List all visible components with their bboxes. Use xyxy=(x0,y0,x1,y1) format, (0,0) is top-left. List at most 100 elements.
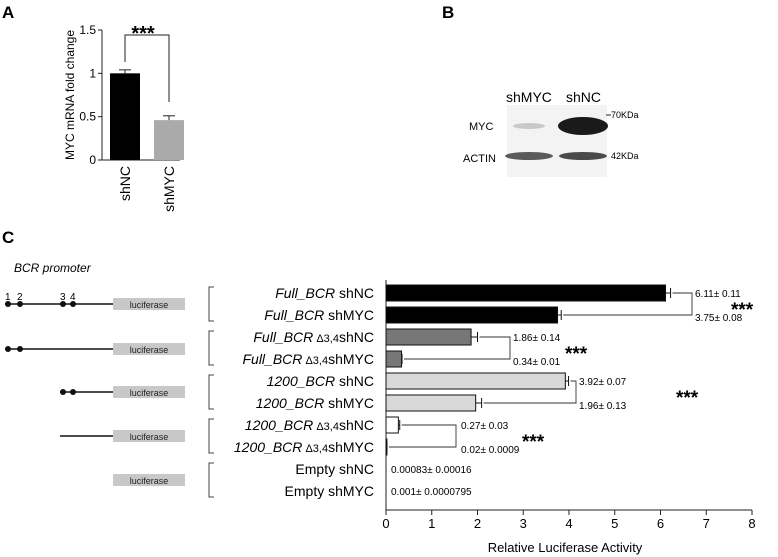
panel-c-bar xyxy=(385,306,559,324)
luciferase-box-label: luciferase xyxy=(130,345,169,355)
promoter-site-label: 3 xyxy=(60,292,66,303)
panel-a-y-tick-label: 0.5 xyxy=(79,110,96,124)
binding-site-dot xyxy=(17,301,23,307)
panel-letter-a: A xyxy=(2,3,14,22)
panel-a-y-tick-label: 1 xyxy=(89,66,96,80)
binding-site-dot xyxy=(70,301,76,307)
promoter-constructs: 1 2 3 4 luciferase luciferase luciferase lucife… xyxy=(5,292,185,486)
panel-c-x-tick-label: 1 xyxy=(428,516,435,531)
binding-site-dot xyxy=(60,301,66,307)
panel-a-y-tick-label: 1.5 xyxy=(79,23,96,37)
panel-c-bar xyxy=(385,350,403,368)
panel-c-value-label: 0.001± 0.0000795 xyxy=(391,487,472,498)
blot-row-label-myc: MYC xyxy=(469,121,494,133)
panel-c-chart: 0 1 2 3 4 5 6 7 8 Relative Luciferase Activity Ful… xyxy=(208,280,756,555)
panel-c-x-tick-label: 3 xyxy=(520,516,527,531)
panel-c-category-label: Empty shNC xyxy=(295,461,374,477)
panel-c-bar xyxy=(385,372,566,390)
panel-c-x-tick-label: 6 xyxy=(657,516,664,531)
panel-c-value-label: 3.92± 0.07 xyxy=(579,377,627,388)
panel-c-category-label: 1200_BCR shNC xyxy=(267,373,374,389)
panel-letter-c: C xyxy=(2,228,14,247)
group-bracket xyxy=(208,330,214,366)
panel-a-bar xyxy=(154,120,184,160)
blot-band-myc-shmyc xyxy=(513,123,545,129)
group-bracket xyxy=(208,462,214,498)
panel-c-x-tick-label: 2 xyxy=(474,516,481,531)
panel-c-significance: *** xyxy=(731,300,754,321)
western-blot-background xyxy=(507,105,607,177)
panel-a-significance: *** xyxy=(131,23,155,45)
panel-c-category-label: Full_BCR shMYC xyxy=(264,307,374,323)
luciferase-box-label: luciferase xyxy=(130,432,169,442)
group-bracket xyxy=(208,286,214,322)
panel-c-x-tick-label: 7 xyxy=(703,516,710,531)
binding-site-dot xyxy=(5,301,11,307)
panel-c-value-label: 0.27± 0.03 xyxy=(461,421,509,432)
panel-c-category-label: 1200_BCR Δ3,4shMYC xyxy=(234,439,374,455)
promoter-heading: BCR promoter xyxy=(14,261,92,275)
panel-c-significance: *** xyxy=(565,344,588,365)
panel-c-x-tick-label: 0 xyxy=(382,516,389,531)
blot-marker-70kda: 70KDa xyxy=(611,110,639,120)
blot-band-actin-shnc xyxy=(559,152,607,160)
panel-a-chart: MYC mRNA fold change *** 0 0.5 1 1.5 shNC shM… xyxy=(63,23,184,212)
panel-c-significance: *** xyxy=(676,388,699,409)
panel-c-value-label: 1.96± 0.13 xyxy=(579,401,627,412)
panel-c-x-tick-label: 8 xyxy=(748,516,755,531)
panel-c-bar xyxy=(385,284,667,302)
panel-c-bar xyxy=(385,394,477,412)
luciferase-box-label: luciferase xyxy=(130,388,169,398)
promoter-site-label: 4 xyxy=(70,292,76,303)
panel-c-category-label: 1200_BCR Δ3,4shNC xyxy=(245,417,374,433)
panel-c-category-label: Empty shMYC xyxy=(285,483,374,499)
panel-c-value-label: 0.00083± 0.00016 xyxy=(391,465,472,476)
panel-c-category-label: 1200_BCR shMYC xyxy=(256,395,374,411)
binding-site-dot xyxy=(60,389,66,395)
panel-c-value-label: 0.34± 0.01 xyxy=(513,357,561,368)
panel-a-y-label: MYC mRNA fold change xyxy=(63,30,77,160)
blot-band-myc-shnc xyxy=(558,117,608,135)
panel-letter-b: B xyxy=(442,3,454,22)
promoter-site-label: 2 xyxy=(17,292,23,303)
luciferase-box xyxy=(113,386,185,398)
panel-c-bar xyxy=(385,328,472,346)
luciferase-box xyxy=(113,343,185,355)
binding-site-dot xyxy=(70,389,76,395)
panel-a-significance-bracket xyxy=(124,34,170,102)
panel-c-value-label: 1.86± 0.14 xyxy=(513,333,561,344)
panel-c-value-label: 0.02± 0.0009 xyxy=(461,445,520,456)
blot-lane-label-shnc: shNC xyxy=(566,89,601,105)
luciferase-box-label: luciferase xyxy=(130,300,169,310)
panel-a-y-tick-label: 0 xyxy=(89,153,96,167)
luciferase-box xyxy=(113,298,185,310)
panel-c-comparison-bracket xyxy=(404,336,511,360)
panel-c-category-label: Full_BCR shNC xyxy=(275,285,374,301)
panel-c-comparison-bracket xyxy=(388,424,457,448)
blot-band-actin-shmyc xyxy=(505,152,553,160)
panel-c-x-tick-label: 5 xyxy=(611,516,618,531)
panel-c-value-label: 6.11± 0.11 xyxy=(695,289,741,300)
panel-c-bar xyxy=(385,416,399,434)
binding-site-dot xyxy=(17,346,23,352)
panel-c-value-label: 3.75± 0.08 xyxy=(695,313,743,324)
blot-marker-42kda: 42KDa xyxy=(611,151,639,161)
blot-row-label-actin: ACTIN xyxy=(463,153,496,165)
luciferase-box-label: luciferase xyxy=(130,476,169,486)
panel-c-category-label: Full_BCR Δ3,4shMYC xyxy=(242,351,374,367)
luciferase-box xyxy=(113,474,185,486)
panel-c-comparison-bracket xyxy=(563,292,693,316)
panel-c-category-label: Full_BCR Δ3,4shNC xyxy=(253,329,374,345)
blot-lane-label-shmyc: shMYC xyxy=(506,89,552,105)
panel-a-category-label: shMYC xyxy=(161,166,177,212)
group-bracket xyxy=(208,374,214,410)
panel-c-x-axis-label: Relative Luciferase Activity xyxy=(488,540,643,555)
luciferase-box xyxy=(113,430,185,442)
panel-a-category-label: shNC xyxy=(117,166,133,201)
panel-b-western-blot: shMYC shNC MYC ACTIN 70KDa 42KDa xyxy=(463,89,639,165)
promoter-site-label: 1 xyxy=(5,292,11,303)
panel-c-x-tick-label: 4 xyxy=(565,516,572,531)
panel-a-bar xyxy=(110,73,140,160)
